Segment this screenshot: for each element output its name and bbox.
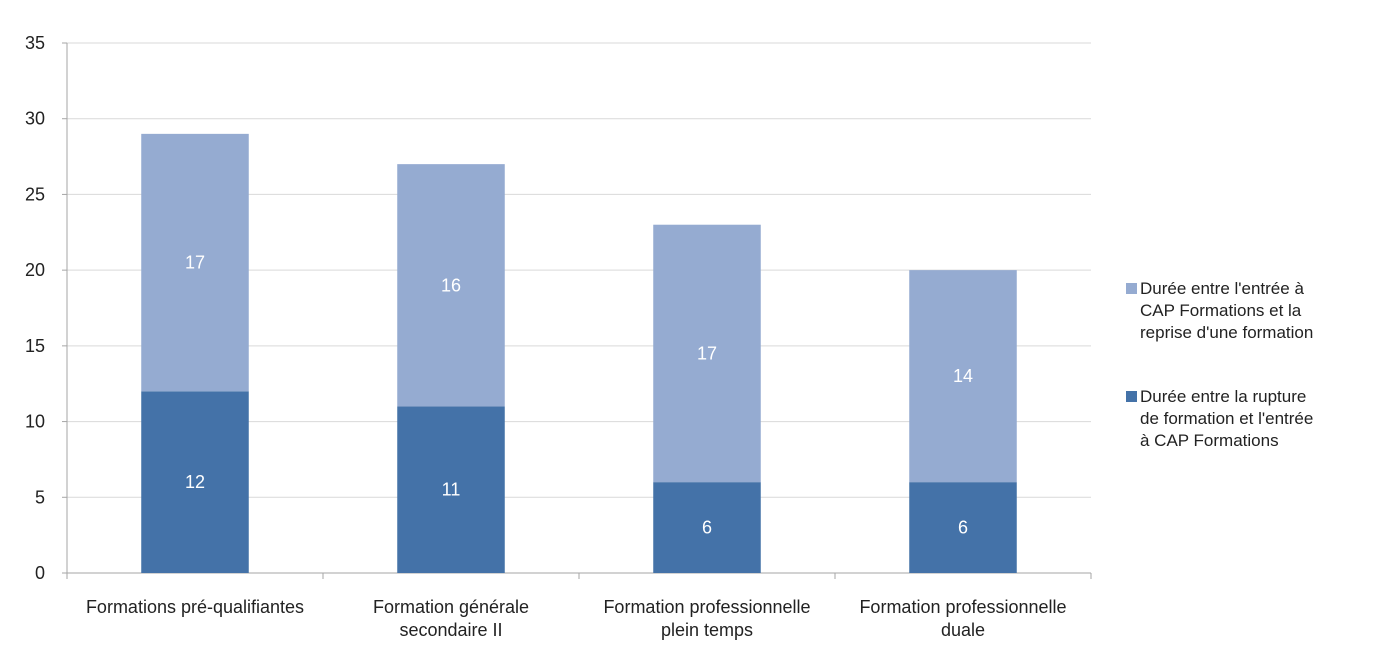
legend-swatch-series-2 bbox=[1126, 283, 1137, 294]
x-category-label: duale bbox=[941, 620, 985, 640]
legend-line: reprise d'une formation bbox=[1140, 323, 1314, 342]
bar-series-1 bbox=[141, 391, 249, 573]
y-tick-label: 10 bbox=[25, 412, 45, 432]
x-category-label: plein temps bbox=[661, 620, 753, 640]
data-label: 11 bbox=[442, 480, 461, 500]
x-category-label: Formation professionnelle bbox=[859, 597, 1066, 617]
data-label: 6 bbox=[958, 518, 968, 538]
y-tick-label: 0 bbox=[35, 563, 45, 583]
y-tick-label: 5 bbox=[35, 487, 45, 507]
legend: Durée entre l'entrée à CAP Formations et… bbox=[1126, 278, 1326, 452]
data-label: 17 bbox=[697, 343, 717, 363]
bar-series-1 bbox=[397, 406, 505, 573]
data-label: 14 bbox=[953, 366, 973, 386]
legend-line: Durée entre la rupture bbox=[1140, 387, 1307, 406]
data-label: 17 bbox=[185, 253, 205, 273]
y-tick-label: 35 bbox=[25, 33, 45, 53]
x-category-label: Formations pré-qualifiantes bbox=[86, 597, 304, 617]
data-label: 6 bbox=[702, 518, 712, 538]
legend-item-series-1: Durée entre la rupture de formation et l… bbox=[1126, 386, 1326, 452]
legend-swatch-series-1 bbox=[1126, 391, 1137, 402]
data-label: 16 bbox=[441, 275, 461, 295]
data-label: 12 bbox=[185, 472, 205, 492]
x-category-label: secondaire II bbox=[399, 620, 502, 640]
bar-series-2 bbox=[141, 133, 249, 392]
bar-series-2 bbox=[397, 164, 505, 407]
bar-series-1 bbox=[653, 482, 761, 573]
x-category-label: Formation générale bbox=[373, 597, 529, 617]
bar-series-2 bbox=[653, 224, 761, 483]
bar-series-2 bbox=[909, 270, 1017, 483]
legend-line: CAP Formations et la bbox=[1140, 301, 1302, 320]
x-category-label: Formation professionnelle bbox=[603, 597, 810, 617]
legend-item-series-2: Durée entre l'entrée à CAP Formations et… bbox=[1126, 278, 1326, 344]
y-tick-label: 20 bbox=[25, 260, 45, 280]
legend-line: de formation et l'entrée bbox=[1140, 409, 1314, 428]
y-tick-label: 30 bbox=[25, 109, 45, 129]
legend-line: Durée entre l'entrée à bbox=[1140, 279, 1304, 298]
legend-line: à CAP Formations bbox=[1140, 431, 1279, 450]
y-tick-label: 25 bbox=[25, 184, 45, 204]
bar-series-1 bbox=[909, 482, 1017, 573]
y-tick-label: 15 bbox=[25, 336, 45, 356]
